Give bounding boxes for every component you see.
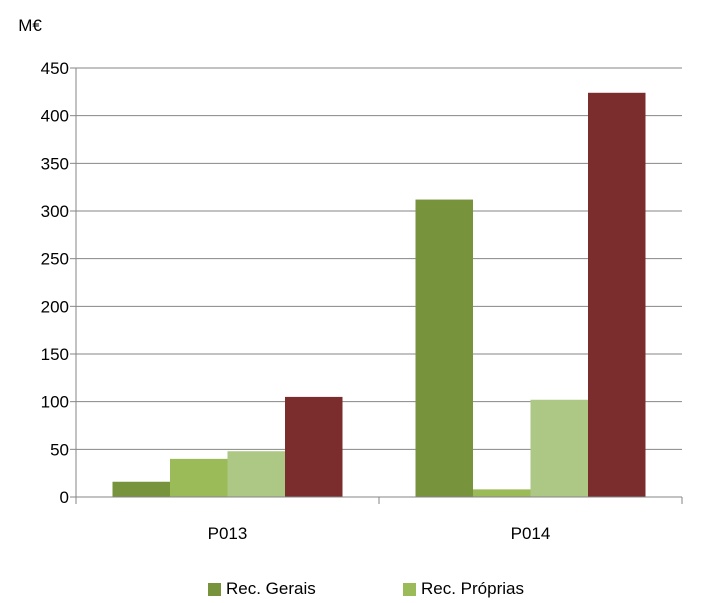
bar-p013-series-4 (285, 396, 343, 497)
axes (75, 68, 683, 504)
bars (112, 92, 646, 497)
legend-item-rec-proprias: Rec. Próprias (403, 576, 524, 602)
y-tick-labels: 0 50 100 150 200 250 300 350 400 450 (41, 59, 69, 507)
x-tick-label: P013 (208, 524, 248, 543)
y-tick-label: 300 (41, 202, 69, 221)
bar-p013-series-1 (112, 481, 170, 497)
y-tick-label: 250 (41, 250, 69, 269)
y-tick-label: 450 (41, 59, 69, 78)
y-tick-label: 200 (41, 297, 69, 316)
y-tick-label: 150 (41, 345, 69, 364)
y-tick-label: 400 (41, 107, 69, 126)
legend: Rec. Gerais Rec. Próprias (0, 576, 702, 602)
y-tick-label: 100 (41, 393, 69, 412)
legend-swatch-rec-gerais (208, 582, 221, 596)
unit-label: M€ (18, 16, 42, 35)
y-tick-label: 50 (50, 440, 69, 459)
x-tick-labels: P013 P014 (208, 524, 551, 543)
bar-p014-series-3 (530, 399, 588, 497)
legend-swatch-rec-proprias (403, 582, 416, 596)
legend-item-rec-gerais: Rec. Gerais (208, 576, 316, 602)
bar-p014-series-1 (415, 199, 473, 497)
bar-p013-series-3 (227, 451, 285, 497)
x-tick-label: P014 (511, 524, 551, 543)
legend-label-rec-gerais: Rec. Gerais (226, 579, 316, 598)
y-tick-label: 350 (41, 154, 69, 173)
legend-label-rec-proprias: Rec. Próprias (421, 579, 524, 598)
y-tick-label: 0 (60, 488, 69, 507)
bar-p014-series-4 (588, 92, 646, 497)
bar-p013-series-2 (170, 458, 228, 497)
gridlines (70, 67, 682, 498)
bar-p014-series-2 (473, 489, 531, 497)
